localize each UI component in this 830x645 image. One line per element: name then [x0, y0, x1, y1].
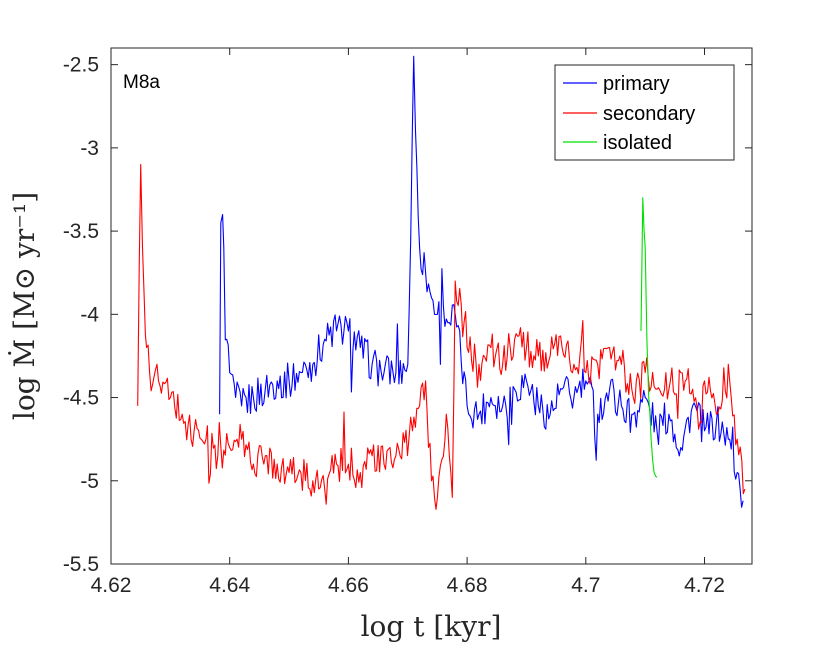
x-tick-label: 4.7	[571, 574, 600, 597]
x-tick-label: 4.64	[209, 574, 250, 597]
plot-frame	[110, 47, 753, 565]
legend-label-isolated: isolated	[603, 132, 672, 154]
y-axis-title: log Ṁ [M⊙ yr⁻¹]	[8, 192, 41, 420]
legend: primary secondary isolated	[554, 64, 735, 161]
y-tick-label: -4.5	[63, 387, 99, 410]
x-tick-label: 4.72	[684, 574, 725, 597]
y-tick-label: -4	[80, 303, 99, 326]
y-tick-label: -5	[80, 470, 99, 493]
series-line-isolated	[640, 197, 658, 478]
x-tick-label: 4.68	[447, 574, 488, 597]
ticks-layer: 4.62 4.64 4.66 4.68 4.7 4.72 -2.5 -3 -3.5 -4 -4.5 -…	[63, 48, 752, 597]
y-tick-label: -2.5	[63, 54, 99, 77]
y-tick-label: -3	[80, 137, 99, 160]
x-tick-label: 4.62	[91, 574, 132, 597]
y-tick-label: -3.5	[63, 220, 99, 243]
legend-label-secondary: secondary	[603, 103, 695, 125]
series-line-secondary	[137, 163, 746, 510]
legend-label-primary: primary	[603, 73, 670, 95]
panel-label: M8a	[123, 72, 160, 93]
series-line-primary	[219, 55, 744, 508]
series-layer	[137, 55, 746, 510]
x-tick-label: 4.66	[328, 574, 369, 597]
y-tick-label: -5.5	[63, 553, 99, 576]
x-axis-title: log t [kyr]	[361, 610, 502, 643]
